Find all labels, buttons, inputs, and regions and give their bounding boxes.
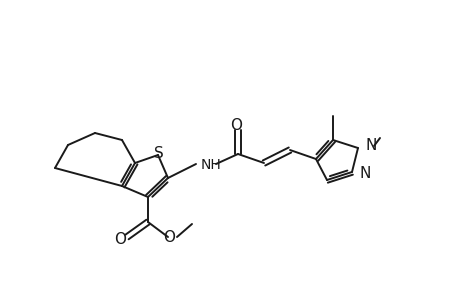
Text: N: N [359, 167, 370, 182]
Text: O: O [114, 232, 126, 247]
Text: N: N [365, 139, 376, 154]
Text: O: O [162, 230, 174, 245]
Text: S: S [154, 146, 163, 160]
Text: O: O [230, 118, 241, 133]
Text: NH: NH [201, 158, 221, 172]
